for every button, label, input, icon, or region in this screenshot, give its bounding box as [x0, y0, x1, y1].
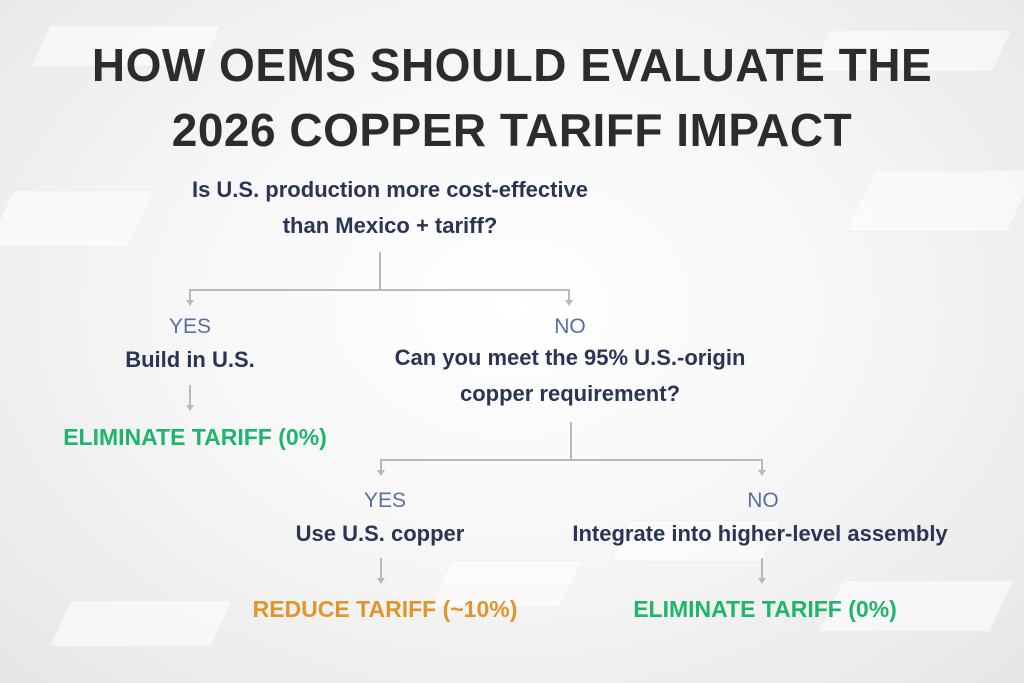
arrow-down-icon	[186, 300, 194, 306]
page-title-line-2: 2026 COPPER TARIFF IMPACT	[171, 104, 853, 156]
connector-q1-left	[189, 289, 191, 301]
page-title-line-1: HOW OEMS SHOULD EVALUATE THE	[91, 39, 933, 91]
connector-q1-right	[568, 289, 570, 301]
arrow-down-icon	[758, 578, 766, 584]
question-1-line-2: than Mexico + tariff?	[282, 213, 498, 238]
connector-q2-stem	[570, 422, 572, 460]
q2-yes-label: YES	[363, 489, 407, 512]
question-1-line-1: Is U.S. production more cost-effective	[191, 177, 589, 202]
connector-q1-stem	[379, 252, 381, 290]
arrow-down-icon	[186, 405, 194, 411]
q1-no-label: NO	[554, 315, 586, 338]
q2-no-action: Integrate into higher-level assembly	[572, 521, 948, 546]
question-2-line-1: Can you meet the 95% U.S.-origin	[394, 345, 746, 370]
q1-yes-label: YES	[168, 315, 212, 338]
question-2: Can you meet the 95% U.S.-origin copper …	[330, 340, 810, 412]
connector-q1-branch	[189, 289, 570, 291]
arrow-down-icon	[377, 470, 385, 476]
connector-q2-left	[380, 459, 382, 471]
q1-yes-result: ELIMINATE TARIFF (0%)	[63, 424, 327, 450]
connector-q2-no-down	[761, 558, 763, 580]
connector-q2-right	[761, 459, 763, 471]
arrow-down-icon	[377, 578, 385, 584]
q2-yes-result: REDUCE TARIFF (~10%)	[252, 596, 518, 622]
q2-yes-action: Use U.S. copper	[295, 521, 465, 546]
arrow-down-icon	[565, 300, 573, 306]
q2-no-result: ELIMINATE TARIFF (0%)	[633, 596, 897, 622]
connector-q2-branch	[380, 459, 763, 461]
connector-q1-yes-down	[189, 385, 191, 407]
question-1: Is U.S. production more cost-effective t…	[140, 172, 640, 244]
arrow-down-icon	[758, 470, 766, 476]
q1-yes-action: Build in U.S.	[125, 347, 255, 372]
connector-q2-yes-down	[380, 558, 382, 580]
question-2-line-2: copper requirement?	[459, 381, 681, 406]
q2-no-label: NO	[747, 489, 779, 512]
